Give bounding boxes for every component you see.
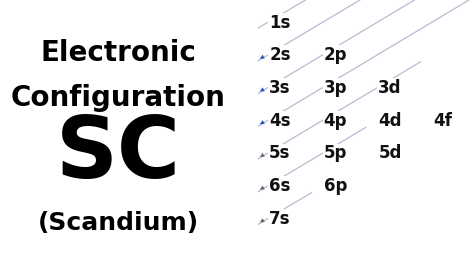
Text: 6p: 6p	[324, 177, 347, 195]
Text: 5d: 5d	[378, 144, 401, 163]
Text: 6s: 6s	[269, 177, 291, 195]
Text: 7s: 7s	[269, 210, 291, 228]
Text: Electronic: Electronic	[41, 39, 196, 67]
Text: 5p: 5p	[324, 144, 347, 163]
Text: Configuration: Configuration	[11, 84, 226, 113]
Text: 3p: 3p	[324, 79, 347, 97]
Text: 3s: 3s	[269, 79, 291, 97]
Text: 2s: 2s	[269, 46, 291, 64]
Text: 3d: 3d	[378, 79, 402, 97]
Text: 4s: 4s	[269, 112, 291, 130]
Text: 1s: 1s	[269, 14, 291, 32]
Text: (Scandium): (Scandium)	[38, 211, 199, 235]
Text: 4f: 4f	[433, 112, 452, 130]
Text: 5s: 5s	[269, 144, 291, 163]
Text: SC: SC	[56, 113, 181, 196]
Text: 2p: 2p	[324, 46, 347, 64]
Text: 4d: 4d	[378, 112, 402, 130]
Text: 4p: 4p	[324, 112, 347, 130]
